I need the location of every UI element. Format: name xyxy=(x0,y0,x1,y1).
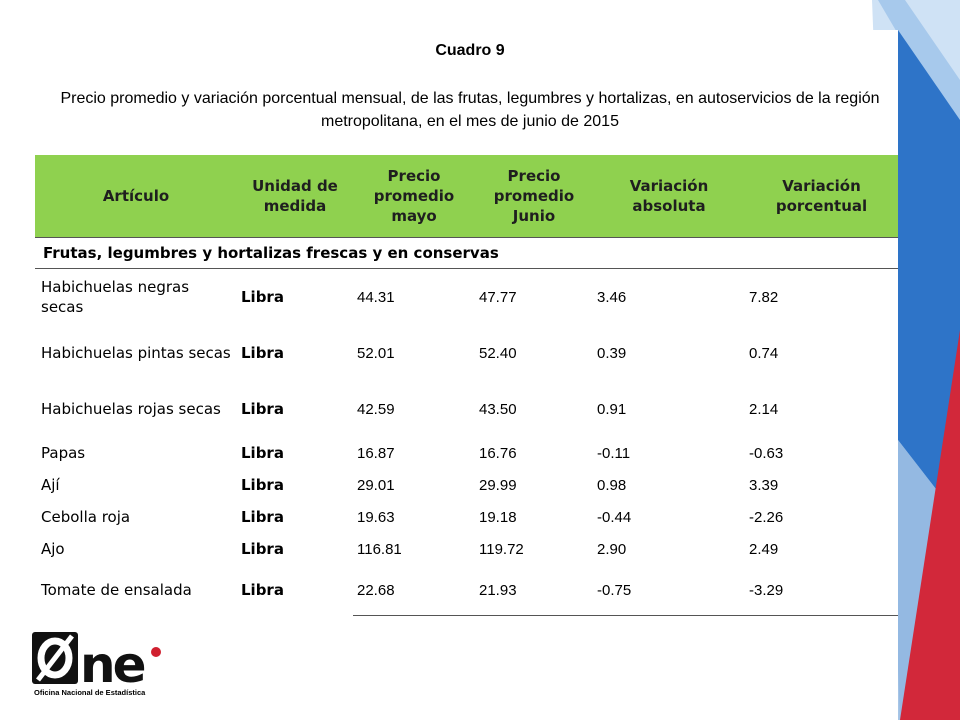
section-label: Frutas, legumbres y hortalizas frescas y… xyxy=(35,237,898,269)
cell-abs-variation: 3.46 xyxy=(597,288,627,306)
cell-price-may: 44.31 xyxy=(357,288,395,306)
table-row: Tomate de ensalada Libra 22.68 21.93 -0.… xyxy=(35,565,898,616)
cell-abs-variation: -0.11 xyxy=(597,444,631,462)
cell-price-june: 52.40 xyxy=(479,344,517,362)
cell-unit: Libra xyxy=(241,344,284,362)
table-row: Ajo Libra 116.81 119.72 2.90 2.49 xyxy=(35,533,898,565)
cell-article: Ajo xyxy=(41,540,65,558)
table-header-row: Artículo Unidad de medida Precio promedi… xyxy=(35,155,898,238)
page-subtitle: Precio promedio y variación porcentual m… xyxy=(60,90,880,130)
logo-caption: Oficina Nacional de Estadística xyxy=(34,688,146,697)
cell-unit: Libra xyxy=(241,288,284,306)
cell-price-may: 19.63 xyxy=(357,508,395,526)
cell-price-june: 16.76 xyxy=(479,444,517,462)
cell-unit: Libra xyxy=(241,400,284,418)
cell-price-june: 29.99 xyxy=(479,476,517,494)
cell-unit: Libra xyxy=(241,540,284,558)
cell-article: Habichuelas pintas secas xyxy=(41,344,231,362)
cell-article: Habichuelas negras secas xyxy=(41,278,190,316)
cell-pct-variation: 3.39 xyxy=(749,476,779,494)
cell-pct-variation: -2.26 xyxy=(749,508,784,526)
one-logo: ne xyxy=(32,632,161,694)
logo-ne-text: ne xyxy=(80,636,145,694)
cell-unit: Libra xyxy=(241,444,284,462)
logo-o-ring xyxy=(37,637,73,679)
header-pct-variation: Variación porcentual xyxy=(745,155,898,238)
cell-abs-variation: 0.91 xyxy=(597,400,627,418)
logo-o-slash xyxy=(36,634,74,682)
cell-price-june: 43.50 xyxy=(479,400,517,418)
header-price-may: Precio promedio mayo xyxy=(353,155,475,238)
header-article: Artículo xyxy=(35,155,237,238)
price-table: Artículo Unidad de medida Precio promedi… xyxy=(35,155,898,616)
cell-unit: Libra xyxy=(241,476,284,494)
cell-price-may: 16.87 xyxy=(357,444,395,462)
cell-price-may: 29.01 xyxy=(357,476,395,494)
table-row: Papas Libra 16.87 16.76 -0.11 -0.63 xyxy=(35,437,898,469)
cell-article: Ají xyxy=(41,476,60,494)
cell-price-may: 116.81 xyxy=(357,540,402,558)
cell-pct-variation: -0.63 xyxy=(749,444,784,462)
table-row: Ají Libra 29.01 29.99 0.98 3.39 xyxy=(35,469,898,501)
logo-red-dot xyxy=(151,647,161,657)
cell-price-june: 21.93 xyxy=(475,565,593,616)
cell-abs-variation: 2.90 xyxy=(597,540,627,558)
cell-price-may: 22.68 xyxy=(353,565,475,616)
cell-abs-variation: -0.44 xyxy=(597,508,632,526)
table-row: Habichuelas negras secas Libra 44.31 47.… xyxy=(35,269,898,326)
page-title: Cuadro 9 xyxy=(435,42,505,59)
header-unit: Unidad de medida xyxy=(237,155,353,238)
cell-price-june: 119.72 xyxy=(479,540,524,558)
table-row: Cebolla roja Libra 19.63 19.18 -0.44 -2.… xyxy=(35,501,898,533)
cell-unit: Libra xyxy=(241,508,284,526)
cell-unit: Libra xyxy=(241,581,284,600)
header-abs-variation: Variación absoluta xyxy=(593,155,745,238)
cell-article: Cebolla roja xyxy=(41,508,131,526)
cell-article: Tomate de ensalada xyxy=(41,581,192,600)
cell-pct-variation: 0.74 xyxy=(749,344,779,362)
cell-pct-variation: 7.82 xyxy=(749,288,779,306)
deco-light-stripe xyxy=(878,0,960,140)
cell-article: Papas xyxy=(41,444,86,462)
cell-price-june: 19.18 xyxy=(479,508,517,526)
deco-blue-shape xyxy=(898,30,960,520)
deco-mid-blue xyxy=(898,440,960,720)
cell-price-may: 42.59 xyxy=(357,400,395,418)
section-row: Frutas, legumbres y hortalizas frescas y… xyxy=(35,237,898,269)
cell-pct-variation: -3.29 xyxy=(745,565,898,616)
cell-article: Habichuelas rojas secas xyxy=(41,400,221,418)
cell-abs-variation: 0.98 xyxy=(597,476,627,494)
cell-abs-variation: -0.75 xyxy=(593,565,745,616)
table-row: Habichuelas rojas secas Libra 42.59 43.5… xyxy=(35,381,898,437)
cell-abs-variation: 0.39 xyxy=(597,344,627,362)
deco-red-shape xyxy=(900,330,960,720)
cell-pct-variation: 2.49 xyxy=(749,540,779,558)
cell-price-may: 52.01 xyxy=(357,344,395,362)
header-price-june: Precio promedio Junio xyxy=(475,155,593,238)
cell-pct-variation: 2.14 xyxy=(749,400,779,418)
table-row: Habichuelas pintas secas Libra 52.01 52.… xyxy=(35,325,898,381)
cell-price-june: 47.77 xyxy=(479,288,517,306)
